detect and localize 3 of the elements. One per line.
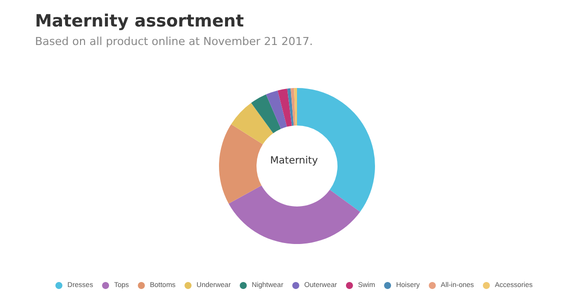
text: Maternity xyxy=(270,156,318,166)
chart-title: Maternity assortment xyxy=(35,12,244,32)
chart-subtitle: Based on all product online at November 21 2017. xyxy=(35,35,313,48)
